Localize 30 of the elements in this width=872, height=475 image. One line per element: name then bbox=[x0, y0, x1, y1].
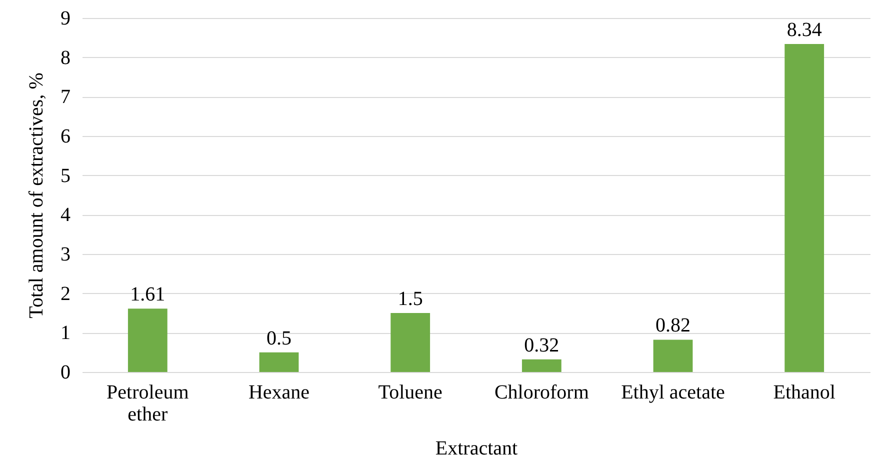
data-label: 0.32 bbox=[524, 334, 560, 356]
bar bbox=[784, 44, 824, 372]
bar bbox=[128, 308, 168, 372]
bar bbox=[259, 352, 299, 372]
bar bbox=[653, 340, 693, 372]
x-tick-label: Ethanol bbox=[773, 382, 836, 404]
y-tick-label: 4 bbox=[60, 204, 70, 226]
y-tick-label: 2 bbox=[60, 282, 70, 305]
x-tick-label: Hexane bbox=[248, 382, 310, 404]
y-tick-label: 6 bbox=[60, 126, 70, 148]
y-tick-label: 0 bbox=[60, 362, 70, 384]
data-label: 1.61 bbox=[130, 284, 166, 306]
data-label: 0.82 bbox=[656, 314, 690, 337]
y-tick-label: 1 bbox=[60, 322, 70, 344]
data-label: 1.5 bbox=[398, 288, 423, 310]
y-axis-title: Total amount of extractives, % bbox=[26, 72, 48, 318]
x-tick-label: Petroleum ether bbox=[106, 382, 190, 426]
data-label: 8.34 bbox=[786, 18, 822, 41]
y-tick-label: 7 bbox=[60, 86, 70, 108]
y-tick-label: 3 bbox=[60, 244, 70, 266]
x-tick-label: Ethyl acetate bbox=[621, 382, 726, 404]
data-label: 0.5 bbox=[266, 327, 292, 350]
bar bbox=[390, 313, 430, 372]
x-tick-label: Chloroform bbox=[494, 382, 590, 404]
bar bbox=[522, 359, 562, 372]
y-tick-label: 9 bbox=[60, 8, 70, 30]
y-tick-label: 5 bbox=[60, 164, 70, 187]
y-tick-label: 8 bbox=[60, 46, 70, 69]
x-axis-title: Extractant bbox=[435, 438, 518, 460]
x-tick-label: Toluene bbox=[378, 382, 443, 404]
